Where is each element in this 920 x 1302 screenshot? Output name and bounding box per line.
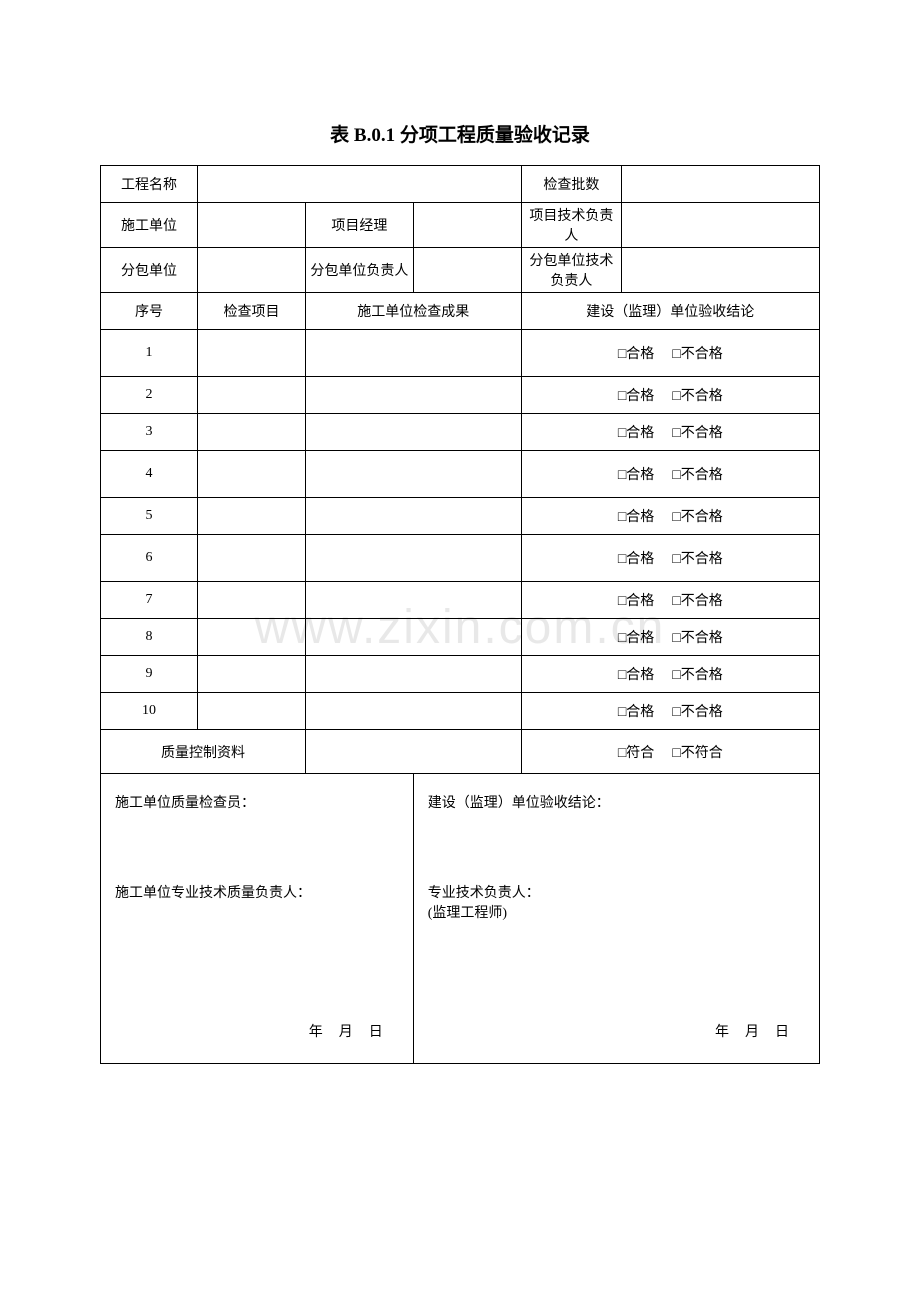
construction-unit-value <box>198 203 306 248</box>
header-row-2: 施工单位 项目经理 项目技术负责人 <box>101 203 820 248</box>
tech-lead-value <box>622 203 820 248</box>
table-row: 8 □合格□不合格 <box>101 619 820 656</box>
conclusion-cell: □合格□不合格 <box>521 330 819 377</box>
result-cell <box>305 582 521 619</box>
seq-cell: 5 <box>101 498 198 535</box>
seq-cell: 10 <box>101 693 198 730</box>
table-row: 7 □合格□不合格 <box>101 582 820 619</box>
col-seq: 序号 <box>101 293 198 330</box>
column-header-row: 序号 检查项目 施工单位检查成果 建设（监理）单位验收结论 <box>101 293 820 330</box>
tech-lead-label: 项目技术负责人 <box>521 203 622 248</box>
construction-unit-label: 施工单位 <box>101 203 198 248</box>
header-row-1: 工程名称 检查批数 <box>101 166 820 203</box>
conclusion-cell: □合格□不合格 <box>521 535 819 582</box>
left-tech-lead-label: 施工单位专业技术质量负责人： <box>115 882 399 902</box>
sub-lead-value <box>413 248 521 293</box>
signature-right: 建设（监理）单位验收结论： 专业技术负责人： (监理工程师) 年月日 <box>413 774 819 1064</box>
check-item-cell <box>198 535 306 582</box>
result-cell <box>305 330 521 377</box>
quality-control-conclusion: □符合□不符合 <box>521 730 819 774</box>
subcontractor-label: 分包单位 <box>101 248 198 293</box>
table-row: 4 □合格□不合格 <box>101 451 820 498</box>
conclusion-cell: □合格□不合格 <box>521 377 819 414</box>
table-row: 10 □合格□不合格 <box>101 693 820 730</box>
result-cell <box>305 619 521 656</box>
result-cell <box>305 451 521 498</box>
quality-control-label: 质量控制资料 <box>101 730 306 774</box>
col-check-item: 检查项目 <box>198 293 306 330</box>
sub-tech-lead-value <box>622 248 820 293</box>
quality-control-row: 质量控制资料 □符合□不符合 <box>101 730 820 774</box>
check-item-cell <box>198 451 306 498</box>
result-cell <box>305 656 521 693</box>
seq-cell: 7 <box>101 582 198 619</box>
header-row-3: 分包单位 分包单位负责人 分包单位技术负责人 <box>101 248 820 293</box>
check-item-cell <box>198 330 306 377</box>
seq-cell: 6 <box>101 535 198 582</box>
left-date: 年月日 <box>301 1021 391 1041</box>
right-conclusion-label: 建设（监理）单位验收结论： <box>428 792 805 812</box>
check-item-cell <box>198 377 306 414</box>
check-item-cell <box>198 656 306 693</box>
table-row: 9 □合格□不合格 <box>101 656 820 693</box>
right-tech-lead-label: 专业技术负责人： <box>428 882 805 902</box>
conclusion-cell: □合格□不合格 <box>521 656 819 693</box>
left-inspector-label: 施工单位质量检查员： <box>115 792 399 812</box>
result-cell <box>305 414 521 451</box>
conclusion-cell: □合格□不合格 <box>521 693 819 730</box>
table-row: 3 □合格□不合格 <box>101 414 820 451</box>
seq-cell: 1 <box>101 330 198 377</box>
check-batch-value <box>622 166 820 203</box>
conclusion-cell: □合格□不合格 <box>521 451 819 498</box>
project-manager-value <box>413 203 521 248</box>
table-row: 2 □合格□不合格 <box>101 377 820 414</box>
seq-cell: 2 <box>101 377 198 414</box>
seq-cell: 4 <box>101 451 198 498</box>
signature-left: 施工单位质量检查员： 施工单位专业技术质量负责人： 年月日 <box>101 774 414 1064</box>
check-item-cell <box>198 498 306 535</box>
table-row: 6 □合格□不合格 <box>101 535 820 582</box>
subcontractor-value <box>198 248 306 293</box>
result-cell <box>305 535 521 582</box>
table-row: 5 □合格□不合格 <box>101 498 820 535</box>
check-item-cell <box>198 619 306 656</box>
sub-lead-label: 分包单位负责人 <box>305 248 413 293</box>
project-name-label: 工程名称 <box>101 166 198 203</box>
right-supervisor-label: (监理工程师) <box>428 902 805 922</box>
seq-cell: 3 <box>101 414 198 451</box>
col-supervision-conclusion: 建设（监理）单位验收结论 <box>521 293 819 330</box>
check-item-cell <box>198 414 306 451</box>
check-item-cell <box>198 582 306 619</box>
table-row: 1 □合格□不合格 <box>101 330 820 377</box>
project-name-value <box>198 166 522 203</box>
right-date: 年月日 <box>707 1021 797 1041</box>
seq-cell: 8 <box>101 619 198 656</box>
check-item-cell <box>198 693 306 730</box>
result-cell <box>305 693 521 730</box>
document-page: 表 B.0.1 分项工程质量验收记录 工程名称 检查批数 施工单位 项目经理 项… <box>0 0 920 1064</box>
inspection-table: 工程名称 检查批数 施工单位 项目经理 项目技术负责人 分包单位 分包单位负责人… <box>100 165 820 1064</box>
result-cell <box>305 498 521 535</box>
result-cell <box>305 377 521 414</box>
conclusion-cell: □合格□不合格 <box>521 582 819 619</box>
quality-control-value <box>305 730 521 774</box>
col-construction-result: 施工单位检查成果 <box>305 293 521 330</box>
sub-tech-lead-label: 分包单位技术负责人 <box>521 248 622 293</box>
check-batch-label: 检查批数 <box>521 166 622 203</box>
conclusion-cell: □合格□不合格 <box>521 414 819 451</box>
conclusion-cell: □合格□不合格 <box>521 498 819 535</box>
seq-cell: 9 <box>101 656 198 693</box>
signature-row: 施工单位质量检查员： 施工单位专业技术质量负责人： 年月日 建设（监理）单位验收… <box>101 774 820 1064</box>
conclusion-cell: □合格□不合格 <box>521 619 819 656</box>
page-title: 表 B.0.1 分项工程质量验收记录 <box>100 120 820 147</box>
project-manager-label: 项目经理 <box>305 203 413 248</box>
